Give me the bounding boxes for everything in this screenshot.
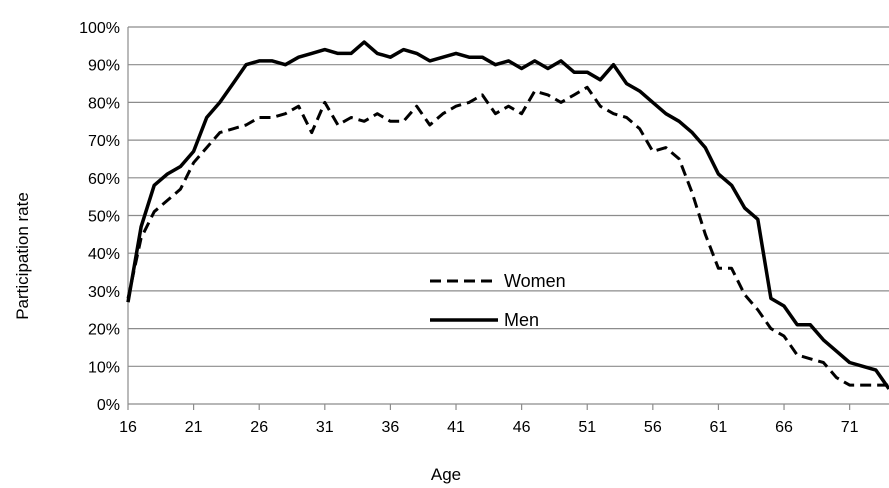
y-tick-label: 40% <box>88 246 120 263</box>
x-tick-label: 61 <box>710 419 728 436</box>
y-tick-label: 100% <box>79 20 120 37</box>
y-tick-label: 20% <box>88 322 120 339</box>
y-tick-label: 0% <box>97 397 120 414</box>
y-tick-label: 10% <box>88 359 120 376</box>
y-tick-label: 60% <box>88 171 120 188</box>
y-axis-title: Participation rate <box>13 192 32 320</box>
series-line-men <box>126 40 889 390</box>
x-axis-title: Age <box>431 465 461 484</box>
x-tick-label: 31 <box>316 419 334 436</box>
x-tick-label: 71 <box>841 419 859 436</box>
legend-label-men: Men <box>504 310 539 330</box>
x-tick-label: 16 <box>119 419 137 436</box>
x-tick-label: 51 <box>578 419 596 436</box>
data-series <box>126 40 889 390</box>
x-tick-label: 46 <box>513 419 531 436</box>
y-tick-label: 70% <box>88 133 120 150</box>
gridlines <box>128 26 889 367</box>
x-tick-label: 56 <box>644 419 662 436</box>
x-axis-tick-labels: 16 21 26 31 36 41 46 51 56 61 66 71 <box>119 419 859 436</box>
y-tick-label: 30% <box>88 284 120 301</box>
x-tick-label: 21 <box>185 419 203 436</box>
y-axis-tick-labels: 0% 10% 20% 30% 40% 50% 60% 70% 80% 90% 100% <box>79 20 120 414</box>
x-tick-label: 26 <box>250 419 268 436</box>
y-tick-label: 80% <box>88 95 120 112</box>
x-axis <box>127 27 889 410</box>
x-tick-label: 66 <box>775 419 793 436</box>
y-tick-label: 90% <box>88 58 120 75</box>
legend: Women Men <box>430 271 566 330</box>
x-tick-label: 41 <box>447 419 465 436</box>
y-tick-label: 50% <box>88 209 120 226</box>
series-line-women <box>126 85 889 387</box>
x-tick-label: 36 <box>382 419 400 436</box>
legend-label-women: Women <box>504 271 566 291</box>
